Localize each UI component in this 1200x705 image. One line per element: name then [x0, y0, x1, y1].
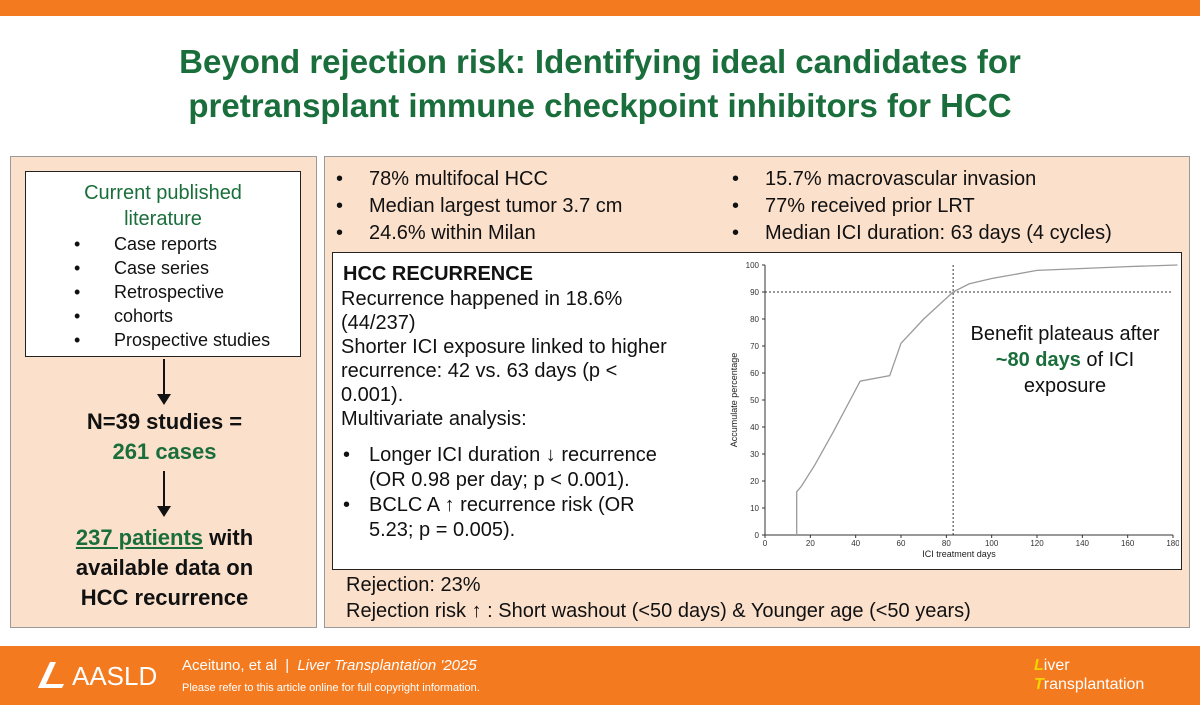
x-tick-label: 0	[763, 539, 768, 548]
recurrence-box: HCC RECURRENCE Recurrence happened in 18…	[332, 252, 1182, 570]
recurrence-line: (44/237)	[341, 312, 416, 334]
patients-count: 237 patients	[75, 525, 204, 550]
benefit-line: of ICI	[1080, 349, 1135, 371]
list-item: Case reports	[74, 232, 270, 256]
list-item: Retrospective	[74, 280, 270, 304]
characteristics-left: 78% multifocal HCC Median largest tumor …	[336, 166, 622, 247]
y-axis-label: Accumulate percentage	[729, 353, 739, 448]
list-item: Median largest tumor 3.7 cm	[336, 193, 622, 220]
list-item-continuation: cohorts	[74, 304, 270, 328]
literature-box: Current published literature Case report…	[25, 171, 301, 357]
logo-cap: T	[1034, 676, 1044, 693]
logo-cap: L	[1034, 657, 1044, 674]
recurrence-line: recurrence: 42 vs. 63 days (p <	[341, 360, 618, 382]
copyright-note: Please refer to this article online for …	[182, 682, 480, 694]
x-tick-label: 140	[1076, 539, 1090, 548]
y-tick-label: 0	[755, 531, 760, 540]
list-item: Prospective studies	[74, 328, 270, 352]
y-tick-label: 30	[750, 450, 759, 459]
x-tick-label: 60	[897, 539, 906, 548]
characteristics-right: 15.7% macrovascular invasion 77% receive…	[732, 166, 1112, 247]
rejection-rate: Rejection: 23%	[346, 574, 481, 596]
benefit-note: Benefit plateaus after ~80 days of ICI e…	[950, 321, 1180, 399]
x-tick-label: 120	[1030, 539, 1044, 548]
down-arrow-icon	[157, 471, 171, 517]
patients-line-3: HCC recurrence	[80, 585, 249, 610]
page-title: Beyond rejection risk: Identifying ideal…	[40, 40, 1160, 128]
list-item: BCLC A ↑ recurrence risk (OR 5.23; p = 0…	[341, 493, 713, 543]
recurrence-text: Recurrence happened in 18.6% (44/237) Sh…	[341, 287, 711, 431]
cases-count: 261 cases	[112, 439, 217, 464]
studies-line: N=39 studies =	[86, 409, 243, 434]
list-item: 15.7% macrovascular invasion	[732, 166, 1112, 193]
logo-text: ransplantation	[1043, 676, 1145, 693]
aasld-logo: AASLD	[36, 660, 157, 692]
literature-title-line-1: Current published	[84, 182, 242, 204]
x-tick-label: 180	[1166, 539, 1179, 548]
patients-line-2: available data on	[75, 555, 254, 580]
y-tick-label: 100	[746, 261, 760, 270]
y-tick-label: 40	[750, 423, 759, 432]
patients-with: with	[203, 525, 254, 550]
list-item: Longer ICI duration ↓ recurrence (OR 0.9…	[341, 443, 713, 493]
title-line-1: Beyond rejection risk: Identifying ideal…	[179, 43, 1021, 80]
list-item: Median ICI duration: 63 days (4 cycles)	[732, 220, 1112, 247]
recurrence-line: Recurrence happened in 18.6%	[341, 288, 623, 310]
x-tick-label: 100	[985, 539, 999, 548]
benefit-line: exposure	[1023, 375, 1107, 397]
y-tick-label: 20	[750, 477, 759, 486]
journal-year: '2025	[436, 657, 477, 674]
literature-panel: Current published literature Case report…	[10, 156, 317, 628]
title-line-2: pretransplant immune checkpoint inhibito…	[188, 87, 1012, 124]
benefit-line: Benefit plateaus after	[970, 323, 1160, 345]
bullet-line: Longer ICI duration ↓ recurrence	[369, 444, 657, 466]
literature-title-line-2: literature	[124, 208, 202, 230]
list-item: 78% multifocal HCC	[336, 166, 622, 193]
x-tick-label: 20	[806, 539, 815, 548]
bullet-line: 5.23; p = 0.005).	[369, 519, 516, 541]
patients-summary: 237 patients with available data on HCC …	[11, 523, 318, 613]
org-name: AASLD	[72, 661, 158, 691]
cumulative-line	[796, 264, 1178, 535]
footer-bar: AASLD Aceituno, et al | Liver Transplant…	[0, 646, 1200, 705]
y-tick-label: 90	[750, 288, 759, 297]
accumulation-chart: 0 20 40 60 80 100 120 140 160 180 0 10 20 30 40 50 60 70 8…	[723, 257, 1179, 565]
logo-text: iver	[1043, 657, 1070, 674]
x-tick-label: 160	[1121, 539, 1135, 548]
recurrence-line: Multivariate analysis:	[341, 408, 527, 430]
studies-count: N=39 studies = 261 cases	[11, 407, 318, 467]
recurrence-heading: HCC RECURRENCE	[343, 263, 534, 285]
rejection-risk: Rejection risk ↑ : Short washout (<50 da…	[346, 600, 971, 622]
authors: Aceituno, et al	[182, 657, 278, 674]
chart-svg: 0 20 40 60 80 100 120 140 160 180 0 10 20 30 40 50 60 70 8…	[729, 261, 1179, 559]
recurrence-line: 0.001).	[341, 384, 404, 406]
y-tick-label: 50	[750, 396, 759, 405]
list-item: 77% received prior LRT	[732, 193, 1112, 220]
separator: |	[285, 657, 290, 674]
literature-list: Case reports Case series Retrospective c…	[74, 232, 270, 352]
journal-name: Liver Transplantation	[297, 657, 437, 674]
x-tick-label: 80	[942, 539, 951, 548]
multivariate-list: Longer ICI duration ↓ recurrence (OR 0.9…	[341, 443, 713, 543]
x-tick-label: 40	[851, 539, 860, 548]
y-tick-label: 60	[750, 369, 759, 378]
list-item: Case series	[74, 256, 270, 280]
down-arrow-icon	[157, 359, 171, 405]
y-tick-label: 70	[750, 342, 759, 351]
bullet-line: (OR 0.98 per day; p < 0.001).	[369, 469, 630, 491]
citation: Aceituno, et al | Liver Transplantation …	[182, 656, 477, 676]
aasld-logo-icon	[38, 662, 64, 688]
y-tick-label: 10	[750, 504, 759, 513]
top-accent-bar	[0, 0, 1200, 16]
bullet-line: BCLC A ↑ recurrence risk (OR	[369, 494, 635, 516]
list-item: 24.6% within Milan	[336, 220, 622, 247]
recurrence-line: Shorter ICI exposure linked to higher	[341, 336, 667, 358]
journal-logo: Liver Transplantation	[1034, 656, 1144, 694]
x-axis-label: ICI treatment days	[922, 549, 996, 559]
literature-title: Current published literature	[26, 180, 300, 232]
y-tick-label: 80	[750, 315, 759, 324]
benefit-days: ~80 days	[995, 349, 1081, 371]
